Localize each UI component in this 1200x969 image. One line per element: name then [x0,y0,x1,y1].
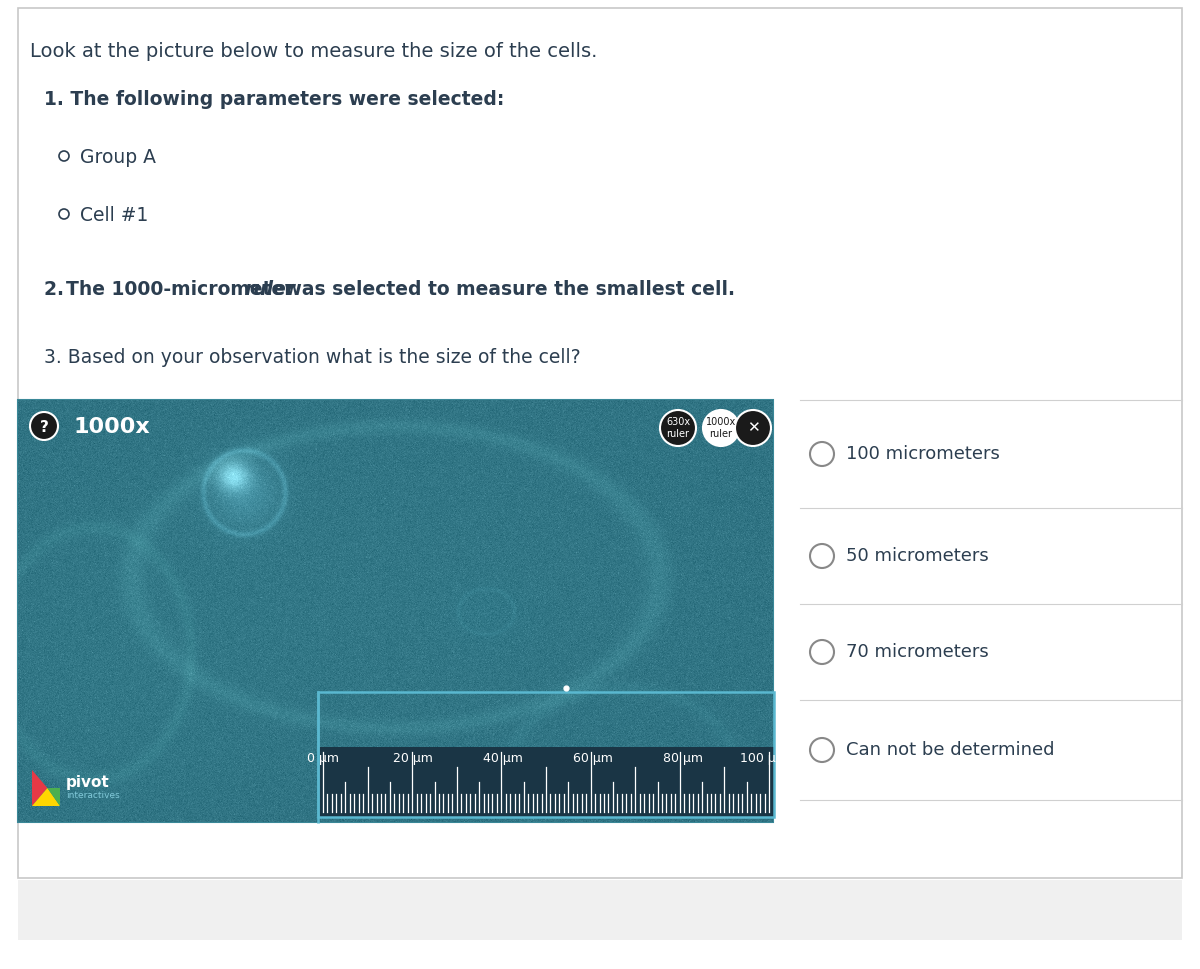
Circle shape [734,410,772,446]
Text: 100 μ: 100 μ [740,752,776,765]
Text: ?: ? [40,420,48,434]
Text: interactives: interactives [66,791,120,799]
Text: pivot: pivot [66,775,109,790]
Circle shape [703,410,739,446]
Text: ✕: ✕ [746,421,760,435]
Text: The 1000-micrometer: The 1000-micrometer [66,280,300,299]
Text: 1000x
ruler: 1000x ruler [706,418,736,439]
Circle shape [30,412,58,440]
Text: 50 micrometers: 50 micrometers [846,547,989,565]
FancyBboxPatch shape [18,400,773,822]
Text: Cell #1: Cell #1 [80,206,149,225]
Text: 70 micrometers: 70 micrometers [846,643,989,661]
Text: ruler: ruler [244,280,295,299]
Text: 1000x: 1000x [74,417,151,437]
Text: Can not be determined: Can not be determined [846,741,1055,759]
Polygon shape [32,770,48,806]
Circle shape [660,410,696,446]
Text: 630x
ruler: 630x ruler [666,418,690,439]
Text: 80 μm: 80 μm [662,752,703,765]
Text: 0 μm: 0 μm [307,752,340,765]
Polygon shape [48,788,60,806]
FancyBboxPatch shape [318,747,774,817]
Text: Group A: Group A [80,148,156,167]
FancyBboxPatch shape [18,8,1182,878]
Text: Look at the picture below to measure the size of the cells.: Look at the picture below to measure the… [30,42,598,61]
Text: 1. The following parameters were selected:: 1. The following parameters were selecte… [44,90,504,109]
Text: 60 μm: 60 μm [574,752,613,765]
Text: was selected to measure the smallest cell.: was selected to measure the smallest cel… [278,280,734,299]
Text: 20 μm: 20 μm [394,752,433,765]
Polygon shape [32,788,60,806]
Text: 100 micrometers: 100 micrometers [846,445,1000,463]
FancyBboxPatch shape [18,880,1182,940]
Text: 2.: 2. [44,280,71,299]
Text: 3. Based on your observation what is the size of the cell?: 3. Based on your observation what is the… [44,348,581,367]
Text: 40 μm: 40 μm [484,752,523,765]
